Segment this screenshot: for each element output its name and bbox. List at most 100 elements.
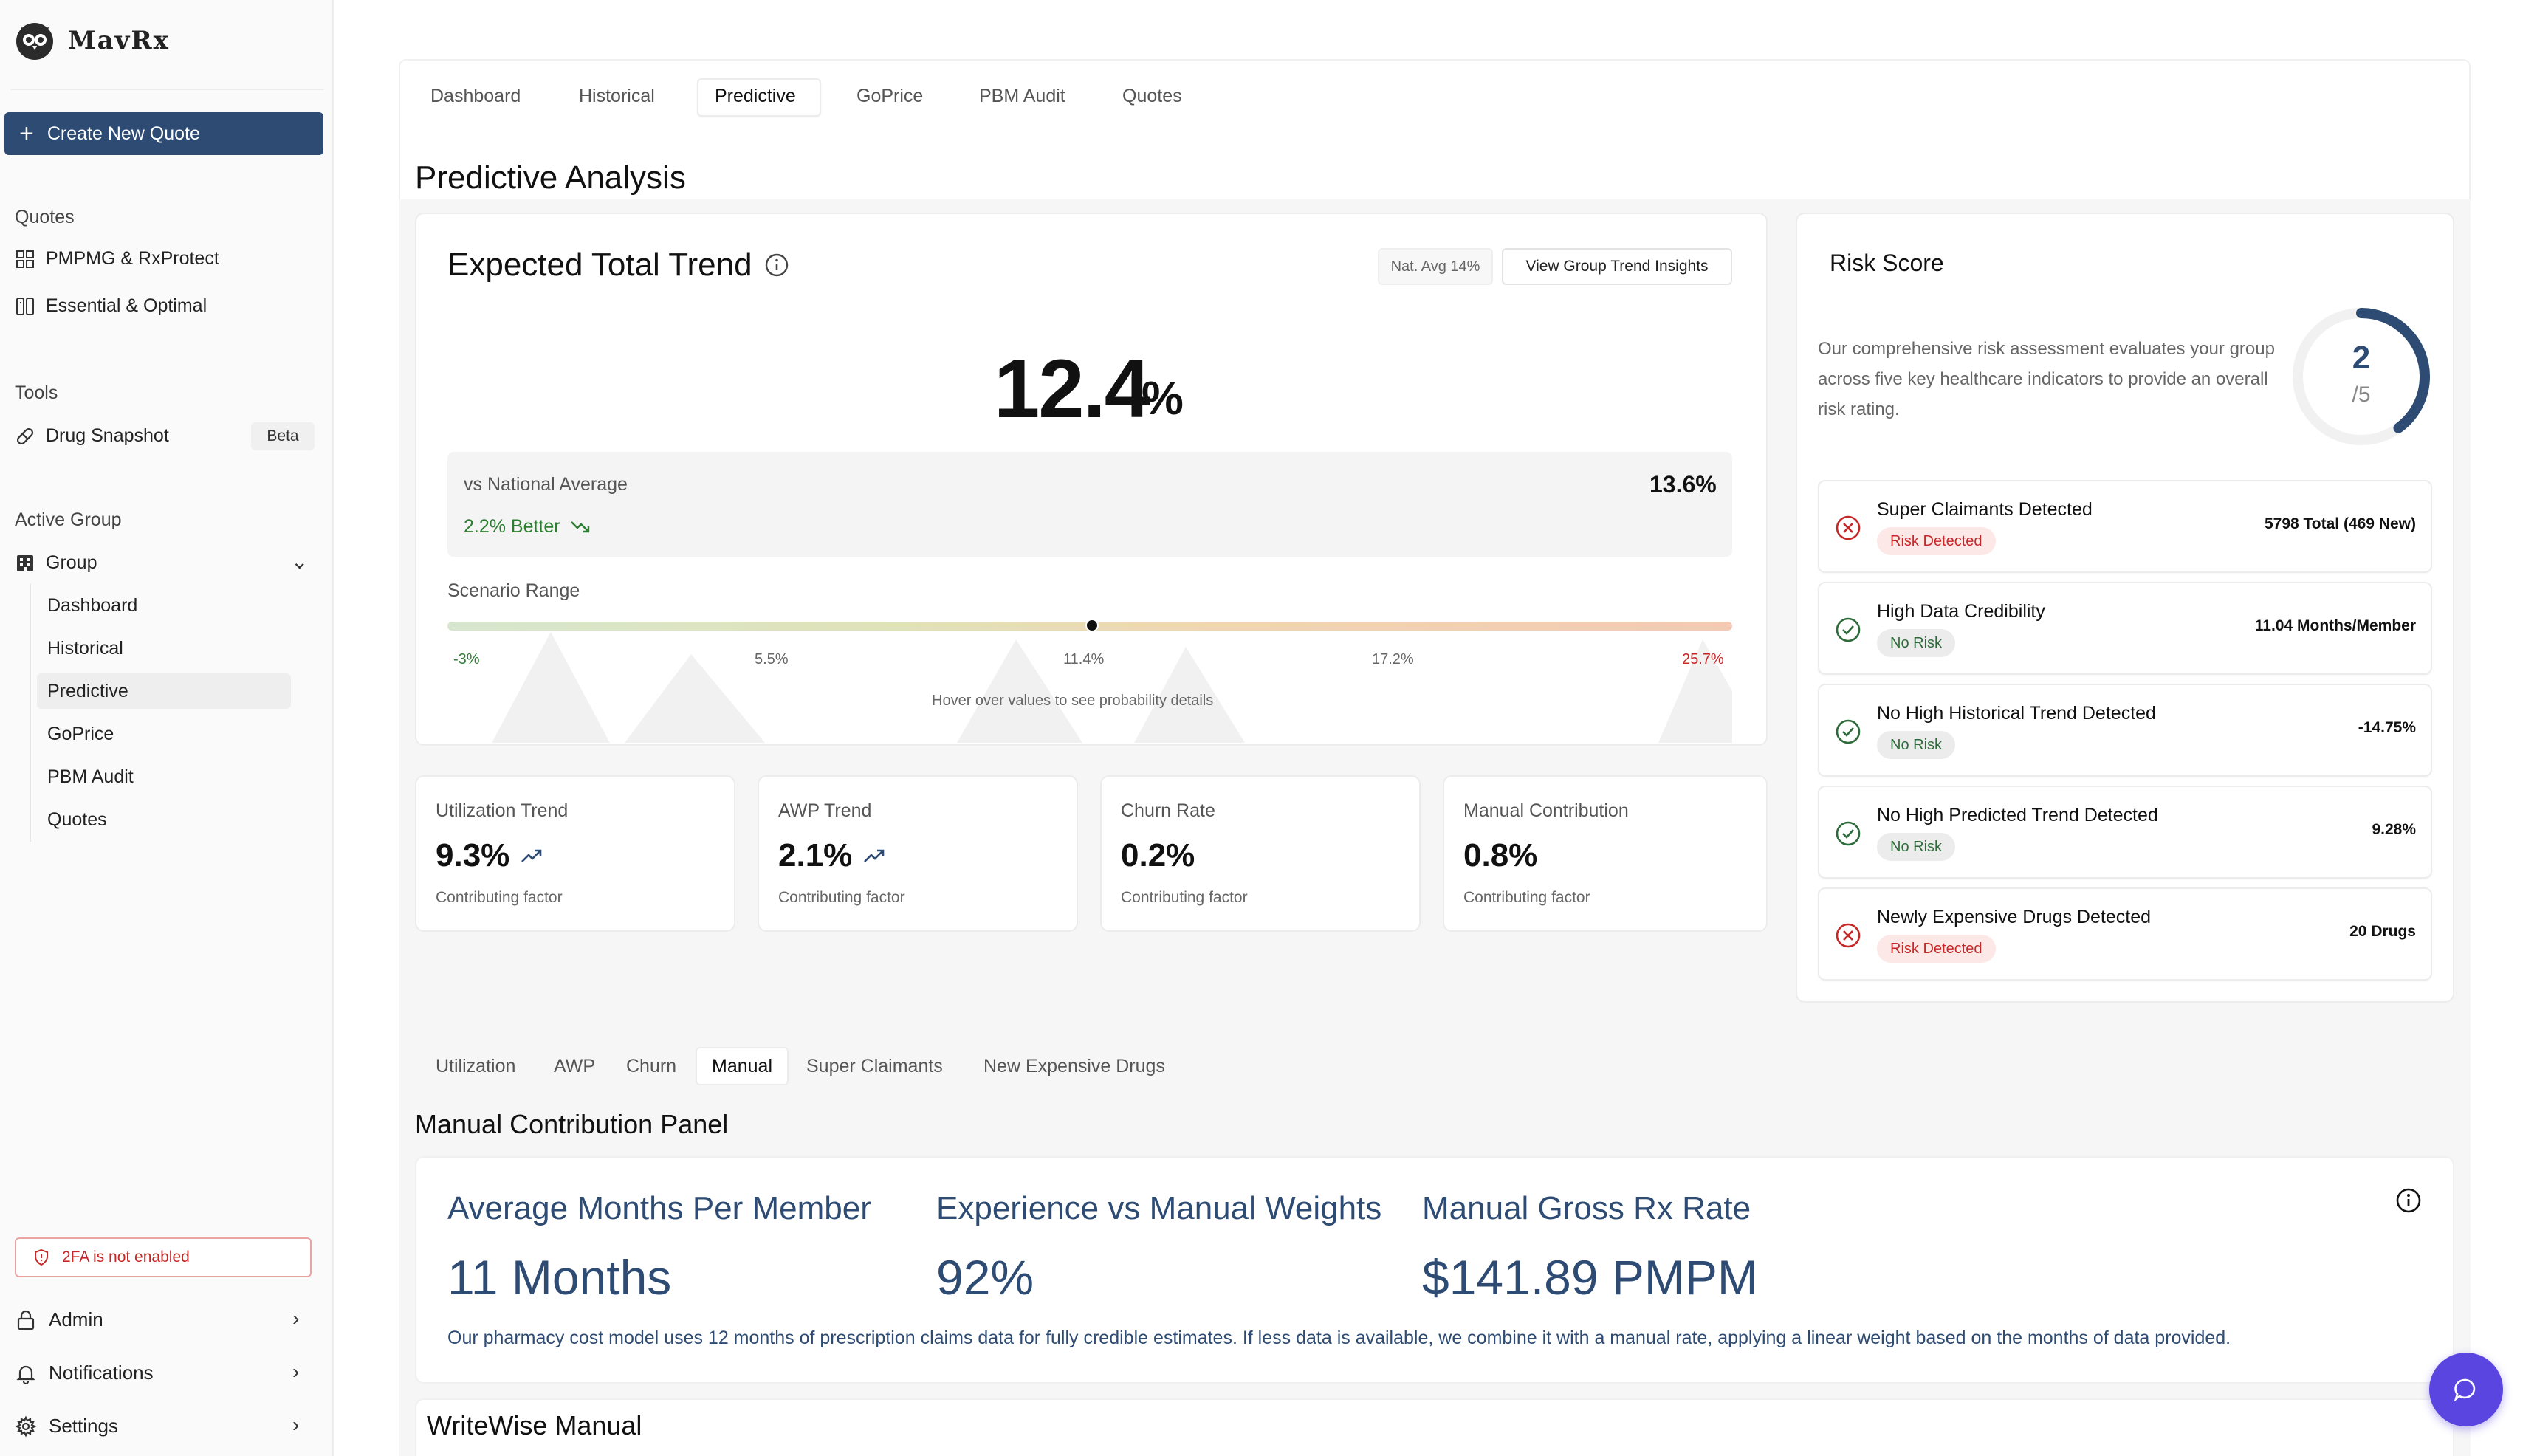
- tab-goprice[interactable]: GoPrice: [856, 86, 924, 106]
- view-group-trend-insights-button[interactable]: View Group Trend Insights: [1502, 248, 1732, 285]
- risk-item-name: High Data Credibility: [1877, 601, 2045, 622]
- factor-card-churn: [1100, 775, 1421, 932]
- risk-item-expensive-drugs[interactable]: Newly Expensive Drugs Detected Risk Dete…: [1818, 887, 2432, 981]
- sidebar-item-label: PMPMG & RxProtect: [46, 248, 219, 269]
- risk-item-name: No High Predicted Trend Detected: [1877, 805, 2158, 825]
- sidebar-admin[interactable]: Admin: [15, 1308, 103, 1331]
- check-circle-icon: [1836, 719, 1861, 744]
- sidebar-notifications[interactable]: Notifications: [15, 1361, 154, 1384]
- risk-item-name: Newly Expensive Drugs Detected: [1877, 907, 2151, 927]
- sidebar-item-group[interactable]: Group: [15, 552, 97, 574]
- sidebar-item-essential[interactable]: Essential & Optimal: [15, 295, 207, 317]
- beta-badge: Beta: [251, 422, 315, 450]
- logo[interactable]: MavRx: [15, 19, 170, 62]
- submenu-item-goprice[interactable]: GoPrice: [47, 724, 114, 744]
- bottom-tab-new-expensive-drugs[interactable]: New Expensive Drugs: [983, 1056, 1165, 1076]
- expected-trend-unit: %: [1142, 371, 1184, 425]
- create-new-quote-label: Create New Quote: [47, 123, 200, 144]
- sidebar-bottom-label: Notifications: [49, 1361, 154, 1384]
- sidebar-item-label: Essential & Optimal: [46, 295, 207, 316]
- submenu-item-historical[interactable]: Historical: [47, 638, 123, 659]
- factor-label: Manual Contribution: [1463, 800, 1629, 821]
- bottom-tab-utilization[interactable]: Utilization: [436, 1056, 516, 1076]
- vs-national-average-box: [447, 452, 1732, 557]
- risk-item-data-credibility[interactable]: High Data Credibility No Risk 11.04 Mont…: [1818, 582, 2432, 675]
- info-icon[interactable]: [2395, 1187, 2422, 1214]
- trend-up-icon: [864, 849, 885, 862]
- sidebar-item-drug-snapshot[interactable]: Drug Snapshot: [15, 425, 169, 447]
- sidebar: MavRx + Create New Quote Quotes PMPMG & …: [0, 0, 334, 1456]
- columns-icon: [16, 297, 34, 315]
- risk-item-value: 11.04 Months/Member: [2254, 617, 2416, 634]
- section-tools: Tools: [15, 382, 58, 403]
- 2fa-warning[interactable]: 2FA is not enabled: [15, 1237, 312, 1277]
- metric-value: 92%: [936, 1250, 1034, 1305]
- bottom-tab-awp[interactable]: AWP: [554, 1056, 596, 1076]
- submenu-item-pbm-audit[interactable]: PBM Audit: [47, 766, 134, 787]
- plus-icon: +: [19, 120, 34, 148]
- info-icon[interactable]: [764, 253, 789, 278]
- scenario-range-marker[interactable]: [1085, 619, 1099, 632]
- pill-icon: [16, 427, 34, 444]
- vs-national-average-label: vs National Average: [464, 474, 628, 495]
- submenu-item-dashboard[interactable]: Dashboard: [47, 595, 138, 616]
- submenu-item-predictive[interactable]: Predictive: [47, 681, 128, 701]
- factor-value: 0.2%: [1121, 837, 1195, 873]
- range-tick[interactable]: 5.5%: [755, 651, 789, 667]
- metric-heading: Manual Gross Rx Rate: [1422, 1190, 1751, 1226]
- owl-logo-icon: [16, 23, 53, 60]
- factor-label: AWP Trend: [778, 800, 872, 821]
- bell-icon: [16, 1365, 35, 1384]
- risk-item-name: No High Historical Trend Detected: [1877, 703, 2156, 724]
- risk-item-predicted-trend[interactable]: No High Predicted Trend Detected No Risk…: [1818, 786, 2432, 879]
- manual-panel-card: [415, 1156, 2454, 1384]
- bottom-tab-manual[interactable]: Manual: [712, 1056, 772, 1076]
- risk-item-value: 5798 Total (469 New): [2264, 515, 2416, 532]
- grid-icon: [16, 250, 34, 268]
- risk-item-super-claimants[interactable]: Super Claimants Detected Risk Detected 5…: [1818, 480, 2432, 573]
- tab-pbm-audit[interactable]: PBM Audit: [979, 86, 1065, 106]
- section-quotes: Quotes: [15, 207, 75, 227]
- tab-dashboard[interactable]: Dashboard: [430, 86, 521, 106]
- sidebar-item-label: Group: [46, 552, 97, 573]
- range-tick[interactable]: 11.4%: [1063, 651, 1105, 667]
- chevron-right-icon: ›: [292, 1307, 300, 1330]
- bottom-tab-active-indicator: [696, 1047, 789, 1085]
- create-new-quote-button[interactable]: + Create New Quote: [4, 112, 323, 155]
- bottom-tab-super-claimants[interactable]: Super Claimants: [806, 1056, 943, 1076]
- risk-item-value: -14.75%: [2358, 719, 2416, 736]
- risk-score-out-of: /5: [2352, 382, 2371, 407]
- risk-item-historical-trend[interactable]: No High Historical Trend Detected No Ris…: [1818, 684, 2432, 777]
- tab-predictive[interactable]: Predictive: [715, 86, 796, 106]
- tab-quotes[interactable]: Quotes: [1122, 86, 1182, 106]
- tab-historical[interactable]: Historical: [579, 86, 655, 106]
- sidebar-item-pmpmg[interactable]: PMPMG & RxProtect: [15, 248, 219, 269]
- lock-icon: [17, 1310, 35, 1330]
- factor-value-text: 9.3%: [436, 837, 510, 873]
- writewise-card: [415, 1398, 2454, 1456]
- risk-item-value: 20 Drugs: [2349, 923, 2416, 940]
- x-circle-icon: [1836, 515, 1861, 540]
- bottom-tab-churn[interactable]: Churn: [626, 1056, 677, 1076]
- factor-value: 2.1%: [778, 837, 886, 874]
- risk-item-badge: No Risk: [1877, 629, 1956, 657]
- submenu-active-highlight: [37, 673, 291, 709]
- sidebar-settings[interactable]: Settings: [15, 1415, 118, 1438]
- trend-up-icon: [521, 849, 542, 862]
- range-tick-min[interactable]: -3%: [453, 651, 480, 667]
- factor-sub: Contributing factor: [436, 889, 563, 906]
- submenu-item-quotes[interactable]: Quotes: [47, 809, 107, 830]
- risk-score-title: Risk Score: [1830, 250, 1944, 276]
- chevron-down-icon[interactable]: ⌄: [291, 550, 309, 573]
- range-tick-max[interactable]: 25.7%: [1682, 651, 1724, 667]
- page-title: Predictive Analysis: [415, 159, 686, 196]
- brand-name: MavRx: [68, 26, 170, 55]
- risk-item-name: Super Claimants Detected: [1877, 499, 2093, 520]
- chat-button[interactable]: [2429, 1353, 2503, 1426]
- risk-item-value: 9.28%: [2372, 821, 2416, 838]
- check-circle-icon: [1836, 617, 1861, 642]
- range-tick[interactable]: 17.2%: [1372, 651, 1414, 667]
- sidebar-bottom-label: Admin: [49, 1308, 103, 1330]
- expected-trend-title-text: Expected Total Trend: [447, 247, 752, 283]
